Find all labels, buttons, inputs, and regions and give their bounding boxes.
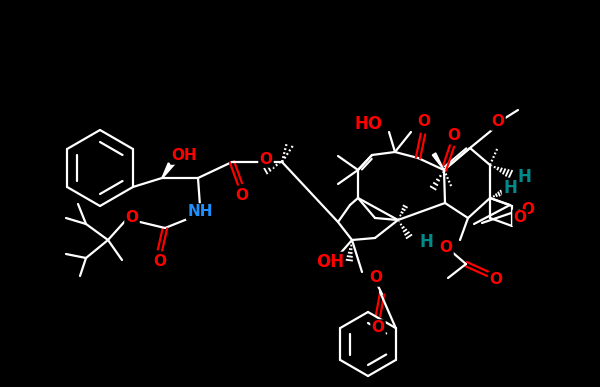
Text: O: O [491,115,505,130]
Text: O: O [154,255,167,269]
Polygon shape [162,163,172,178]
Text: O: O [260,151,272,166]
Text: H: H [419,233,433,251]
Text: O: O [514,211,527,226]
Text: O: O [235,187,248,202]
Text: O: O [521,202,535,217]
Text: H: H [517,168,531,186]
Text: O: O [125,211,139,226]
Text: O: O [448,127,461,142]
Polygon shape [433,153,444,170]
Text: O: O [371,320,385,336]
Text: OH: OH [171,149,197,163]
Text: NH: NH [187,204,213,219]
Text: O: O [418,115,431,130]
Text: O: O [490,272,503,288]
Text: O: O [370,271,383,286]
Text: O: O [439,240,452,255]
Text: HO: HO [355,115,383,133]
Text: OH: OH [316,253,344,271]
Text: H: H [503,179,517,197]
